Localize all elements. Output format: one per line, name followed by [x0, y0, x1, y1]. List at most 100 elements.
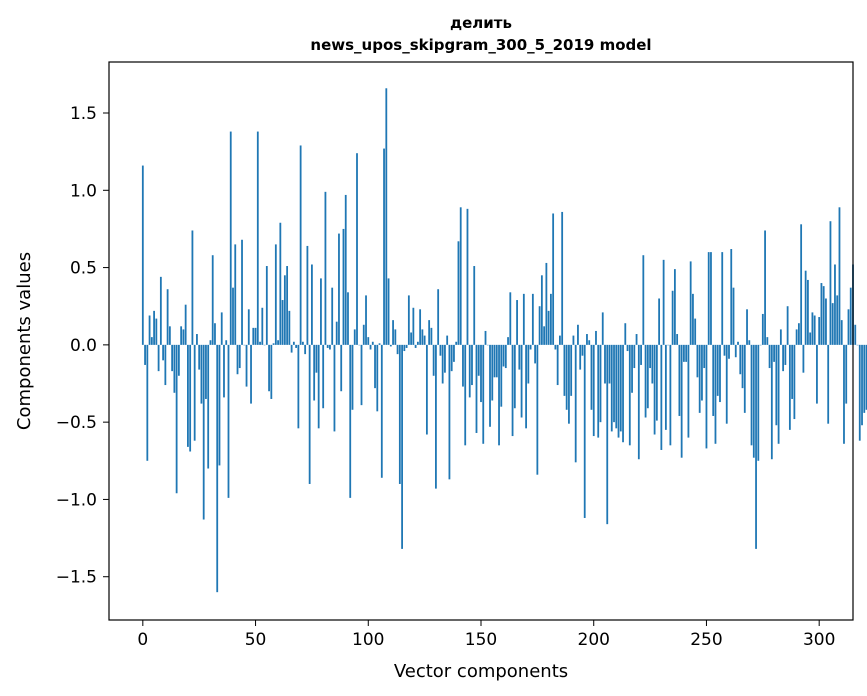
bar — [635, 334, 638, 345]
bar — [153, 310, 155, 345]
bar — [595, 330, 597, 345]
bar — [678, 344, 681, 416]
bar — [597, 344, 600, 438]
bar — [746, 309, 748, 345]
bar — [182, 329, 185, 345]
bar — [752, 344, 755, 458]
x-axis-label: Vector components — [394, 661, 568, 682]
bar — [155, 318, 158, 345]
bar — [840, 320, 843, 345]
bar — [191, 230, 194, 345]
bar — [146, 344, 149, 461]
bar — [680, 344, 683, 458]
bar — [423, 335, 426, 345]
bar — [554, 344, 557, 350]
bar — [365, 295, 367, 345]
bar — [534, 344, 537, 364]
bar — [311, 264, 313, 345]
bar — [732, 287, 735, 345]
bar — [164, 344, 167, 386]
bar — [651, 344, 654, 384]
bar — [809, 332, 812, 345]
bar — [721, 252, 724, 345]
bar — [482, 344, 485, 444]
bar — [211, 255, 214, 345]
bar — [491, 344, 494, 401]
bar — [755, 344, 757, 549]
bar — [843, 344, 845, 444]
bar — [351, 344, 354, 410]
bar — [640, 344, 642, 365]
bar — [214, 323, 216, 345]
y-tick-label: −0.5 — [56, 413, 97, 433]
bar — [549, 293, 552, 345]
bars-group — [141, 88, 867, 593]
bar — [344, 194, 347, 345]
bar — [387, 278, 390, 345]
bar — [829, 221, 832, 345]
bar — [568, 344, 570, 424]
bar — [389, 344, 392, 347]
bar — [658, 298, 661, 345]
bar — [148, 315, 151, 345]
y-tick-label: 0.0 — [70, 336, 97, 356]
bar — [858, 344, 861, 441]
bar — [865, 344, 867, 410]
bar — [565, 344, 568, 410]
bar — [581, 344, 584, 356]
bar — [274, 244, 277, 345]
y-tick-label: 0.5 — [70, 259, 97, 279]
bar — [252, 327, 255, 345]
bar — [671, 290, 674, 345]
bar — [784, 344, 787, 365]
bar — [773, 344, 775, 362]
bar — [173, 344, 176, 393]
bar — [577, 324, 579, 345]
bar — [698, 344, 701, 413]
bar — [380, 344, 383, 478]
bar — [613, 344, 615, 423]
bar — [507, 337, 509, 345]
bar — [281, 300, 284, 345]
bar — [247, 309, 250, 345]
bar — [432, 344, 435, 376]
bar — [655, 344, 658, 421]
bar — [225, 340, 228, 345]
bar — [419, 309, 422, 345]
bar — [297, 344, 300, 429]
bar — [295, 344, 298, 348]
bar — [797, 323, 800, 345]
bar — [579, 344, 582, 370]
bar — [689, 261, 692, 345]
bar — [716, 344, 719, 396]
bar — [277, 340, 279, 345]
bar — [396, 344, 399, 355]
bar — [737, 341, 739, 345]
bar — [525, 344, 527, 429]
bar — [827, 344, 830, 424]
bar — [229, 131, 232, 345]
bar — [484, 330, 487, 345]
bar — [849, 287, 852, 345]
bar — [802, 344, 805, 373]
bar — [495, 344, 498, 378]
bar — [822, 286, 825, 345]
bar — [728, 344, 730, 359]
bar — [804, 270, 807, 345]
y-tick-label: 1.0 — [70, 181, 97, 201]
bar — [588, 340, 591, 345]
bar — [807, 279, 809, 345]
bar — [394, 329, 397, 345]
bar — [669, 344, 672, 446]
bar — [561, 211, 564, 345]
bar — [631, 344, 633, 393]
bar — [586, 334, 588, 345]
bar — [601, 312, 604, 345]
bar — [556, 344, 559, 386]
bar — [369, 344, 372, 350]
bar — [590, 344, 593, 410]
bar — [615, 344, 618, 429]
bar — [633, 344, 636, 369]
bar — [462, 344, 464, 387]
